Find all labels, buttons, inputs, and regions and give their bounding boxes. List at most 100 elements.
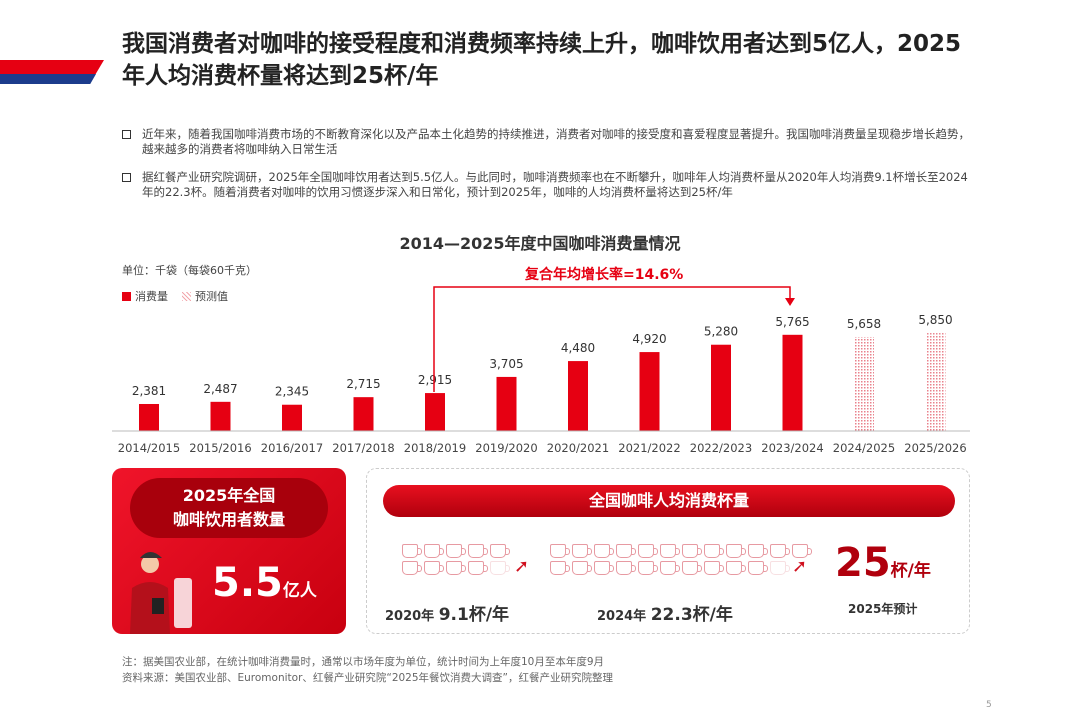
cups-panel [366,468,970,634]
x-tick-label: 2019/2020 [475,441,537,455]
person-illustration [130,552,192,634]
source-note: 资料来源：美国农业部、Euromonitor、红餐产业研究院“2025年餐饮消费… [122,672,613,684]
square-bullet-icon [122,130,131,139]
x-tick-label: 2015/2016 [189,441,251,455]
value: 9.1杯/年 [438,605,510,625]
cagr-bracket [433,286,791,392]
coffee-cup-icon [446,561,466,575]
coffee-cup-icon [468,561,488,575]
x-tick-label: 2016/2017 [261,441,323,455]
data-label: 2,381 [132,384,166,398]
coffee-cup-icon [726,544,746,558]
label-2025: 2025年预计 [848,602,918,616]
users-value: 5.5亿人 [212,560,317,606]
label-2020: 2020年 9.1杯/年 [385,600,509,625]
legend-label: 预测值 [195,290,228,303]
unit: 杯/年 [890,561,931,581]
year: 2020年 [385,609,435,624]
coffee-cup-icon [594,561,614,575]
bar-forecast [925,333,946,431]
coffee-cup-icon [792,544,812,558]
x-tick-label: 2020/2021 [547,441,609,455]
coffee-cup-icon [424,544,444,558]
x-tick-label: 2025/2026 [904,441,966,455]
x-tick-label: 2023/2024 [761,441,823,455]
legend-forecast: 预测值 [182,288,228,304]
coffee-cup-icon [446,544,466,558]
coffee-cup-icon [748,561,768,575]
x-tick-label: 2024/2025 [833,441,895,455]
chart-title: 2014—2025年度中国咖啡消费量情况 [399,234,681,253]
bar [425,393,445,431]
arrow-up-right-icon: ➚ [514,556,530,577]
coffee-cup-icon [594,544,614,558]
square-bullet-icon [122,173,131,182]
coffee-cup-icon [638,561,658,575]
title-line: 咖啡饮用者数量 [172,510,285,529]
data-label: 5,765 [775,315,809,329]
x-tick-label: 2018/2019 [404,441,466,455]
bullet-text: 据红餐产业研究院调研，2025年全国咖啡饮用者达到5.5亿人。与此同时，咖啡消费… [142,170,968,199]
coffee-cup-icon [748,544,768,558]
data-label: 2,345 [275,385,309,399]
x-tick-label: 2021/2022 [618,441,680,455]
year: 2024年 [597,609,647,624]
coffee-cup-icon [616,544,636,558]
bar [568,361,588,431]
chart-legend: 消费量 预测值 [122,288,228,304]
bar [782,334,803,431]
bar [210,401,231,431]
coffee-cup-icon [490,561,510,575]
cagr-annotation: 复合年均增长率=14.6% [525,267,684,283]
value-unit: 亿人 [282,581,317,601]
legend-swatch [122,291,131,301]
coffee-cup-icon [550,544,570,558]
coffee-cup-icon [726,561,746,575]
footnote: 注：据美国农业部，在统计咖啡消费量时，通常以市场年度为单位，统计时间为上年度10… [122,656,605,668]
cup-icons-2024 [550,544,812,575]
data-label: 4,920 [632,332,666,346]
label-2024: 2024年 22.3杯/年 [597,600,733,625]
value-number: 5.5 [212,560,283,606]
coffee-cup-icon [490,544,510,558]
data-label: 2,487 [203,382,237,396]
coffee-cup-icon [402,561,422,575]
data-label: 5,850 [918,313,952,327]
bullet-text: 近年来，随着我国咖啡消费市场的不断教育深化以及产品本土化趋势的持续推进，消费者对… [142,127,970,156]
data-label: 2,915 [418,373,452,387]
coffee-cup-icon [660,544,680,558]
data-label: 3,705 [489,357,523,371]
coffee-cup-icon [468,544,488,558]
data-label: 4,480 [561,341,595,355]
coffee-cup-icon [638,544,658,558]
bar [139,403,159,431]
bullet-1: 近年来，随着我国咖啡消费市场的不断教育深化以及产品本土化趋势的持续推进，消费者对… [122,127,972,157]
page-title: 我国消费者对咖啡的接受程度和消费频率持续上升，咖啡饮用者达到5亿人，2025年人… [122,31,962,89]
coffee-cup-icon [682,544,702,558]
coffee-cup-icon [572,544,592,558]
bar-chart: 2,381 2014/2015 2,487 2015/2016 2,345 2016/20… [112,286,970,455]
arrow-down-icon [785,298,795,306]
x-tick-label: 2017/2018 [332,441,394,455]
bar [282,404,302,431]
value-2025: 25杯/年 [835,540,931,586]
data-label: 2,715 [346,377,380,391]
bullet-2: 据红餐产业研究院调研，2025年全国咖啡饮用者达到5.5亿人。与此同时，咖啡消费… [122,170,972,200]
coffee-cup-icon [402,544,422,558]
cup-icons-2020 [402,544,510,575]
bar [639,352,660,431]
data-label: 5,280 [704,325,738,339]
coffee-cup-icon [660,561,680,575]
bar [711,344,731,431]
users-panel-title: 2025年全国 咖啡饮用者数量 [130,478,328,538]
coffee-cup-icon [572,561,592,575]
legend-label: 消费量 [135,290,168,303]
legend-actual: 消费量 [122,288,168,304]
coffee-cup-icon [616,561,636,575]
x-tick-label: 2022/2023 [690,441,752,455]
cups-panel-title: 全国咖啡人均消费杯量 [383,485,955,517]
value: 25 [835,540,891,586]
coffee-cup-icon [704,544,724,558]
bar [496,376,517,431]
title-line: 2025年全国 [182,486,276,505]
